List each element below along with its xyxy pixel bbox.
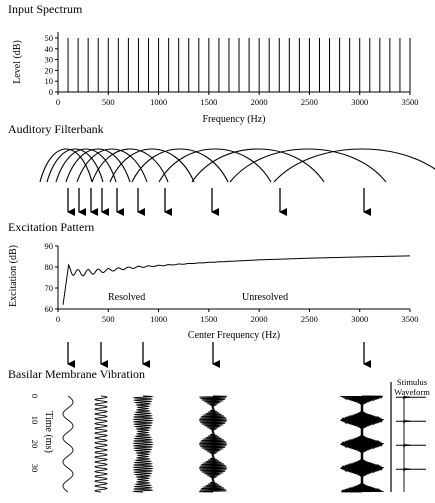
time-tick-label: 20: [30, 440, 40, 449]
vibration-waveform: [340, 395, 384, 493]
filter-curve: [158, 148, 272, 183]
stimulus-label-line2: Waveform: [394, 387, 430, 397]
filter-curve: [131, 148, 229, 183]
stimulus-waveform: [396, 395, 426, 492]
x-tick-label: 2000: [251, 314, 268, 324]
excitation-xlabel: Center Frequency (Hz): [188, 330, 280, 341]
filterbank-arrows: [67, 188, 371, 216]
unresolved-label: Unresolved: [242, 292, 288, 303]
time-tick-label: 10: [30, 416, 40, 425]
x-tick-label: 3500: [402, 97, 419, 107]
vibration-waveform: [132, 395, 154, 493]
filter-curve: [76, 148, 148, 183]
input-spectrum-bars: [67, 38, 411, 92]
x-tick-label: 1500: [200, 97, 217, 107]
y-tick-label: 10: [45, 76, 54, 86]
input-spectrum-axes: [57, 32, 410, 93]
filter-curve: [39, 148, 93, 183]
time-tick-label: 30: [30, 464, 40, 473]
vibration-waveform: [62, 395, 74, 493]
basilar-title: Basilar Membrane Vibration: [8, 367, 145, 381]
x-tick-label: 3000: [351, 97, 368, 107]
x-tick-label: 1000: [150, 314, 167, 324]
y-tick-label: 30: [45, 55, 54, 65]
filter-curve: [229, 148, 387, 183]
filter-curve: [65, 148, 131, 183]
x-tick-label: 0: [56, 314, 60, 324]
input-spectrum-x-ticks: 0 500 1000 1500 2000 2500 3000 3500: [56, 92, 419, 107]
filter-curve: [91, 148, 169, 183]
y-tick-label: 40: [45, 44, 54, 54]
x-tick-label: 3000: [351, 314, 368, 324]
basilar-time-label: Time (ms): [43, 411, 54, 453]
vibration-waveform: [94, 395, 108, 493]
filter-curve: [55, 148, 117, 183]
excitation-ylabel: Excitation (dB): [8, 245, 19, 307]
vibration-waveform: [199, 395, 227, 493]
stimulus-trace: [402, 395, 411, 492]
y-tick-label: 60: [45, 304, 54, 314]
y-tick-label: 70: [45, 283, 54, 293]
filterbank-title: Auditory Filterbank: [8, 122, 104, 136]
x-tick-label: 2500: [301, 97, 318, 107]
x-tick-label: 1500: [200, 314, 217, 324]
excitation-curve: [62, 255, 411, 305]
stimulus-label-line1: Stimulus: [397, 377, 427, 387]
y-tick-label: 20: [45, 65, 54, 75]
x-tick-label: 0: [56, 97, 60, 107]
x-tick-label: 3500: [402, 314, 419, 324]
excitation-axes: [57, 246, 410, 310]
x-tick-label: 500: [102, 97, 115, 107]
resolved-label: Resolved: [108, 292, 145, 303]
input-spectrum-title: Input Spectrum: [8, 2, 83, 16]
time-tick-label: 0: [30, 394, 40, 398]
input-spectrum-xlabel: Frequency (Hz): [202, 114, 265, 125]
excitation-y-ticks: 60 70 80 90: [45, 241, 58, 314]
filter-curve: [109, 148, 195, 183]
excitation-arrows: [67, 342, 371, 368]
basilar-waveforms: [62, 395, 384, 493]
excitation-x-ticks: 0 500 1000 1500 2000 2500 3000 3500: [56, 309, 419, 324]
filterbank-curves: [39, 148, 435, 183]
y-tick-label: 0: [49, 87, 53, 97]
x-tick-label: 500: [102, 314, 115, 324]
x-tick-label: 1000: [150, 97, 167, 107]
input-spectrum-ylabel: Level (dB): [12, 40, 23, 84]
basilar-time-ticks: 0 10 20 30: [30, 394, 40, 472]
y-tick-label: 90: [45, 241, 54, 251]
x-tick-label: 2000: [251, 97, 268, 107]
y-tick-label: 80: [45, 262, 54, 272]
filter-curve: [191, 148, 325, 183]
filter-curve: [273, 148, 435, 183]
excitation-title: Excitation Pattern: [8, 220, 94, 234]
y-tick-label: 50: [45, 33, 54, 43]
x-tick-label: 2500: [301, 314, 318, 324]
